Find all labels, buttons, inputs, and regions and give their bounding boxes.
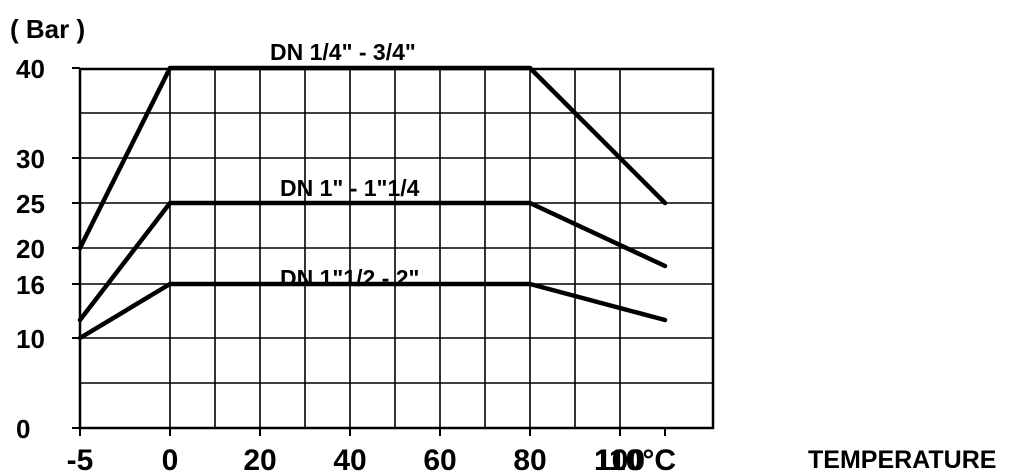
- y-tick-label: 30: [16, 144, 45, 174]
- x-tick-label: 110°C: [594, 444, 676, 473]
- y-tick-label: 16: [16, 270, 45, 300]
- chart-labels: ( Bar ) TEMPERATURE DN 1/4" - 3/4" DN 1" …: [10, 14, 996, 473]
- series-line-1: [77, 65, 668, 251]
- y-tick-label: 0: [16, 414, 30, 444]
- series-label-3: DN 1"1/2 - 2": [280, 265, 419, 291]
- y-tick-label: 20: [16, 234, 45, 264]
- y-axis-label: ( Bar ): [10, 14, 85, 44]
- series-label-2: DN 1" - 1"1/4: [280, 175, 420, 201]
- y-tick-label: 10: [16, 324, 45, 354]
- x-tick-label: -5: [67, 444, 94, 473]
- x-axis-label: TEMPERATURE: [808, 446, 996, 473]
- y-tick-label: 25: [16, 189, 45, 219]
- series-line-3: [77, 281, 668, 341]
- x-tick-label: 80: [513, 444, 546, 473]
- grid: [78, 67, 715, 430]
- series-lines: [77, 65, 668, 341]
- x-tick-label: 100: [595, 444, 645, 473]
- x-tick-label: 20: [243, 444, 276, 473]
- series-line-2: [77, 200, 668, 323]
- x-tick-label: 0: [162, 444, 179, 473]
- series-label-1: DN 1/4" - 3/4": [270, 39, 416, 65]
- x-tick-label: 40: [333, 444, 366, 473]
- y-tick-label: 40: [16, 54, 45, 84]
- x-tick-label: 60: [423, 444, 456, 473]
